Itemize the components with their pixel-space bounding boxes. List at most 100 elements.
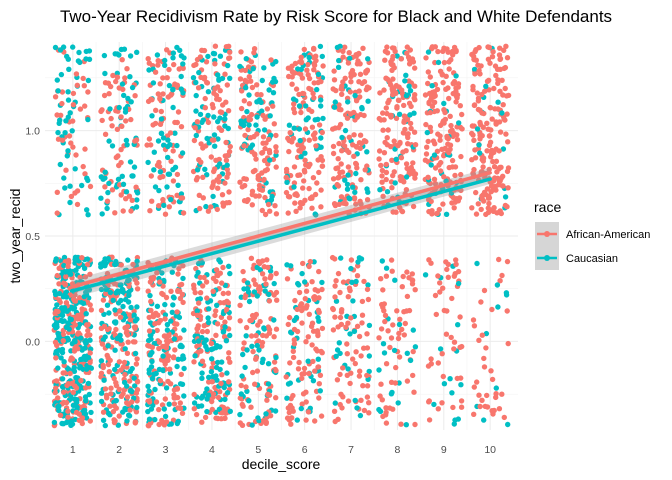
data-point (352, 92, 358, 99)
data-point (334, 44, 341, 51)
data-point (499, 183, 506, 189)
data-point (471, 66, 478, 73)
data-point (241, 198, 248, 204)
data-point (352, 397, 358, 404)
data-point (209, 398, 215, 405)
data-point (68, 193, 75, 200)
data-point (359, 106, 365, 112)
data-point (457, 103, 463, 109)
data-point (86, 391, 93, 398)
data-point (338, 391, 344, 397)
data-point (492, 63, 499, 69)
data-point (273, 164, 279, 170)
data-point (84, 207, 90, 213)
data-point (124, 142, 130, 148)
data-point (177, 400, 183, 406)
data-point (63, 399, 70, 406)
data-point (383, 75, 389, 81)
data-point (124, 350, 131, 356)
data-point (108, 391, 114, 397)
data-point (117, 308, 123, 314)
data-point (381, 117, 387, 123)
data-point (246, 74, 252, 80)
data-point (386, 97, 392, 104)
data-point (258, 99, 264, 106)
data-point (265, 391, 271, 397)
data-point (488, 189, 494, 195)
data-point (356, 373, 363, 379)
data-point (354, 114, 360, 120)
data-point (342, 127, 349, 134)
data-point (225, 355, 232, 362)
data-point (146, 136, 153, 142)
data-point (198, 159, 204, 165)
data-point (254, 114, 260, 120)
data-point (290, 135, 297, 141)
data-point (319, 286, 325, 293)
data-point (262, 276, 268, 282)
data-point (224, 390, 231, 396)
data-point (200, 145, 206, 151)
data-point (79, 310, 85, 317)
data-point (87, 271, 93, 277)
data-point (272, 203, 278, 209)
data-point (238, 105, 245, 112)
data-point (152, 69, 159, 75)
data-point (251, 151, 258, 157)
data-point (300, 145, 306, 151)
data-point (201, 323, 207, 329)
data-point (485, 209, 492, 216)
data-point (435, 48, 441, 55)
data-point (306, 85, 312, 92)
data-point (404, 378, 411, 384)
data-point (127, 317, 133, 323)
data-point (226, 148, 233, 155)
data-point (454, 92, 461, 98)
data-point (496, 148, 502, 154)
data-point (201, 340, 207, 346)
data-point (304, 67, 310, 73)
data-point (270, 90, 277, 96)
data-point (306, 137, 312, 143)
data-point (381, 308, 387, 314)
x-tick-label: 7 (348, 444, 354, 456)
data-point (289, 415, 295, 421)
data-point (117, 282, 124, 288)
data-point (319, 157, 326, 164)
data-point (98, 398, 105, 405)
data-point (454, 132, 460, 138)
data-point (422, 92, 429, 98)
data-point (178, 371, 184, 378)
data-point (396, 330, 402, 337)
data-point (159, 402, 166, 408)
data-point (312, 368, 318, 374)
data-point (437, 137, 443, 143)
data-point (265, 361, 272, 367)
data-point (161, 202, 167, 209)
data-point (123, 189, 130, 195)
data-point (131, 312, 137, 318)
data-point (265, 201, 272, 208)
data-point (318, 204, 324, 210)
data-point (146, 328, 153, 334)
data-point (76, 49, 82, 56)
data-point (338, 255, 344, 261)
data-point (411, 129, 418, 135)
data-point (455, 198, 461, 204)
data-point (357, 132, 364, 138)
data-point (103, 286, 110, 292)
data-point (253, 355, 259, 361)
data-point (102, 169, 108, 175)
data-point (496, 166, 502, 172)
data-point (98, 286, 105, 293)
data-point (76, 315, 83, 321)
data-point (264, 106, 271, 112)
data-point (487, 105, 494, 111)
data-point (84, 175, 90, 181)
data-point (105, 80, 112, 86)
data-point (193, 132, 199, 139)
x-axis-ticks: 1 2 3 4 5 6 7 8 9 10 (70, 444, 496, 456)
data-point (254, 82, 260, 88)
data-point (257, 186, 263, 193)
data-point (87, 350, 93, 356)
